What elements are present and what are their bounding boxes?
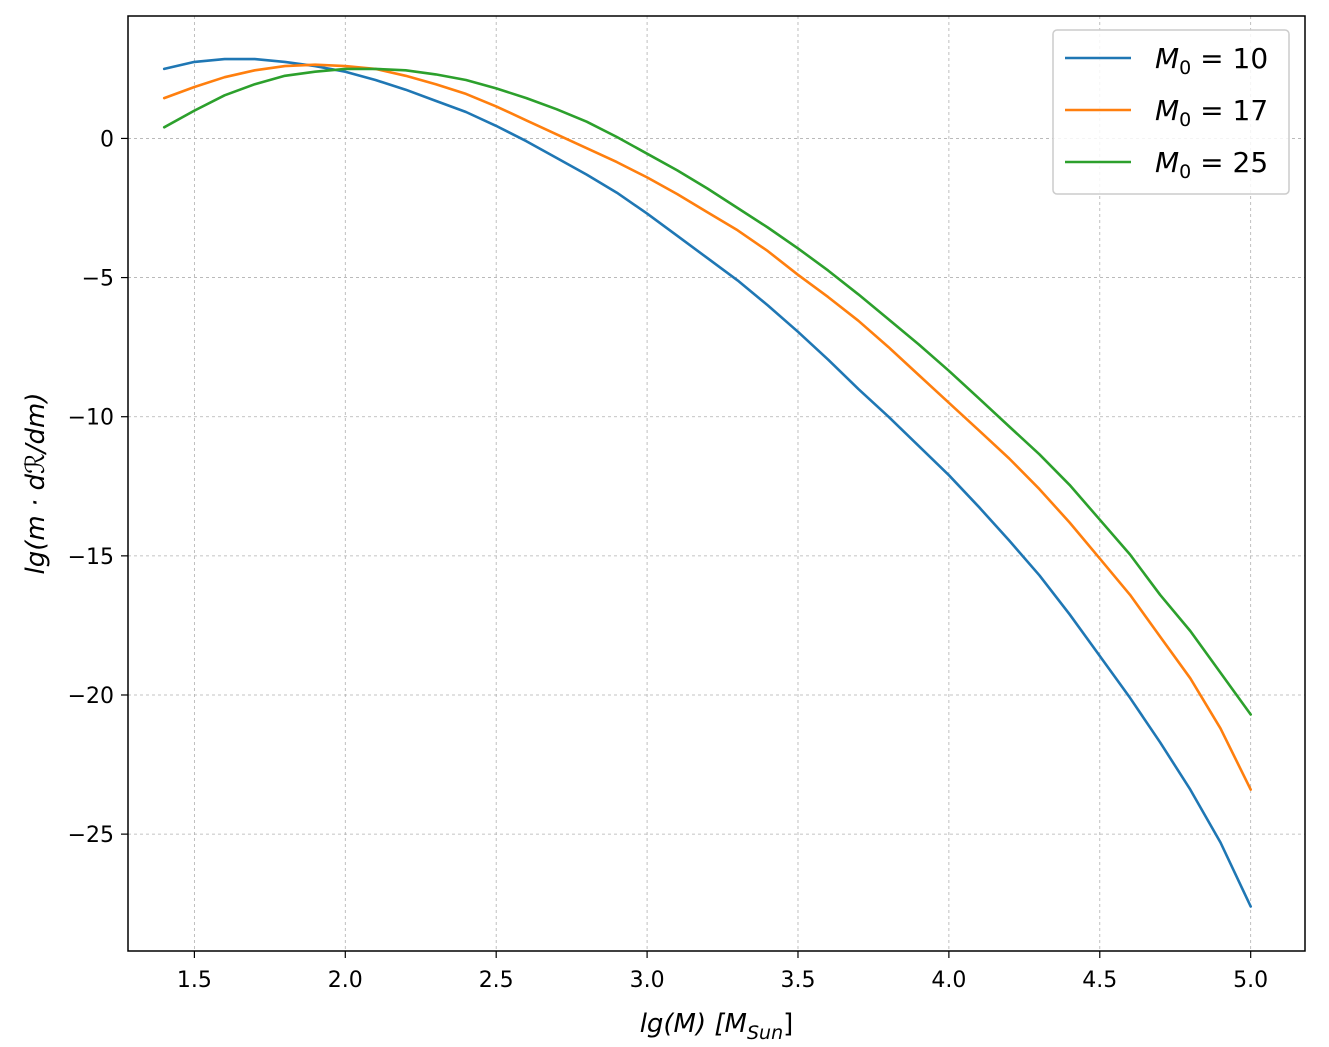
- series-line: [162, 63, 1252, 791]
- y-tick-label: −5: [82, 267, 114, 292]
- x-tick-label: 2.5: [479, 968, 514, 993]
- x-tick-label: 4.0: [931, 968, 966, 993]
- plot-area-frame: [127, 15, 1306, 952]
- axis-ticks: 1.5 2.0 2.5 3.0 3.5 4.0 4.5 5.0 0 −5 −10 −15 −20 −25: [68, 127, 1269, 993]
- legend-box: [1052, 29, 1290, 195]
- legend-label: M0 = 10: [1155, 42, 1268, 79]
- x-axis-label-sub: Sun: [747, 1022, 783, 1044]
- x-tick-label: 3.0: [630, 968, 665, 993]
- legend: M0 = 10 M0 = 17 M0 = 25: [1052, 29, 1290, 195]
- x-axis-label-main: lg(M) [M: [640, 1009, 747, 1039]
- legend-label: M0 = 17: [1155, 94, 1268, 131]
- y-tick-label: −25: [68, 823, 114, 848]
- y-tick-label: −20: [68, 684, 114, 709]
- x-axis-label-end: ]: [783, 1009, 793, 1039]
- series-line: [162, 57, 1252, 908]
- x-tick-label: 4.5: [1082, 968, 1117, 993]
- x-tick-label: 3.5: [780, 968, 815, 993]
- series-line: [162, 67, 1252, 716]
- y-axis-label: lg(m · dℛ/dm): [21, 393, 51, 575]
- series-layer: [162, 57, 1252, 908]
- y-tick-label: −15: [68, 545, 114, 570]
- x-axis-label: lg(M) [MSun]: [640, 1009, 794, 1044]
- y-tick-label: −10: [68, 406, 114, 431]
- y-tick-label: 0: [100, 127, 114, 152]
- x-tick-label: 5.0: [1233, 968, 1268, 993]
- x-tick-label: 2.0: [328, 968, 363, 993]
- legend-label: M0 = 25: [1155, 146, 1268, 183]
- x-tick-label: 1.5: [177, 968, 212, 993]
